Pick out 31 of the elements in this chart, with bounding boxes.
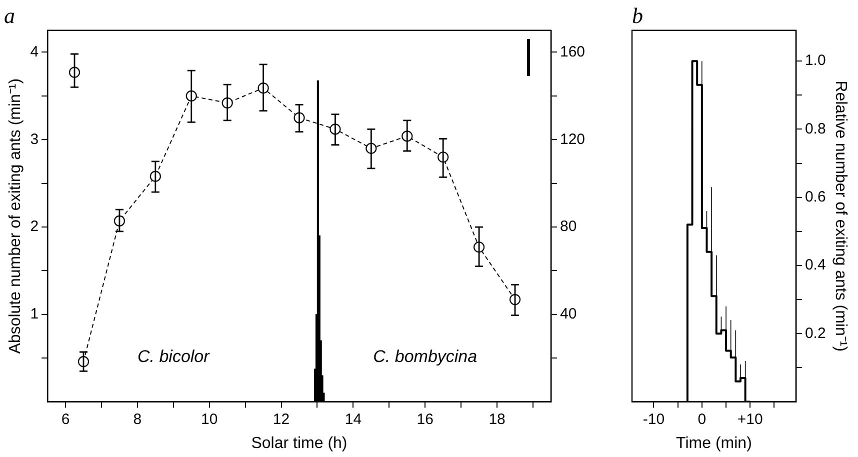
x-tick-label: 0	[698, 410, 706, 428]
x-tick-label: 16	[416, 410, 434, 428]
x-tick-label: 10	[201, 410, 218, 428]
y-axis-title: Relative number of exiting ants (min⁻¹)	[832, 80, 849, 352]
y-tick-label: 0.2	[804, 324, 826, 342]
y-tick-label: 1	[30, 306, 39, 323]
x-axis-title: Time (min)	[676, 434, 752, 452]
x-tick-label: 18	[488, 410, 506, 428]
y-tick-label: 0.8	[804, 120, 826, 138]
y-tick-label: 0.6	[804, 188, 826, 206]
y-tick-label: 0.4	[804, 256, 826, 274]
y2-tick-label: 160	[560, 43, 586, 60]
y-tick-label: 3	[30, 130, 39, 148]
chart-title: b	[632, 2, 643, 28]
x-tick-label: 12	[272, 410, 290, 428]
x-axis-title: Solar time (h)	[251, 434, 348, 452]
y2-tick-label: 120	[560, 130, 586, 148]
x-tick-label: 14	[344, 410, 362, 428]
x-tick-label: +10	[737, 410, 763, 428]
y2-tick-label: 40	[560, 306, 577, 323]
y-tick-label: 4	[30, 43, 39, 60]
y-axis-title: Absolute number of exiting ants (min⁻¹)	[7, 78, 24, 354]
y2-tick-label: 80	[560, 218, 577, 236]
x-tick-label: 8	[133, 410, 142, 428]
x-tick-label: -10	[642, 410, 665, 428]
y-tick-label: 2	[30, 218, 39, 236]
x-tick-label: 6	[61, 410, 70, 428]
annotation: C. bombycina	[373, 346, 478, 366]
chart-title: a	[4, 2, 15, 28]
annotation: C. bicolor	[137, 346, 211, 366]
y-tick-label: 1.0	[804, 52, 826, 70]
